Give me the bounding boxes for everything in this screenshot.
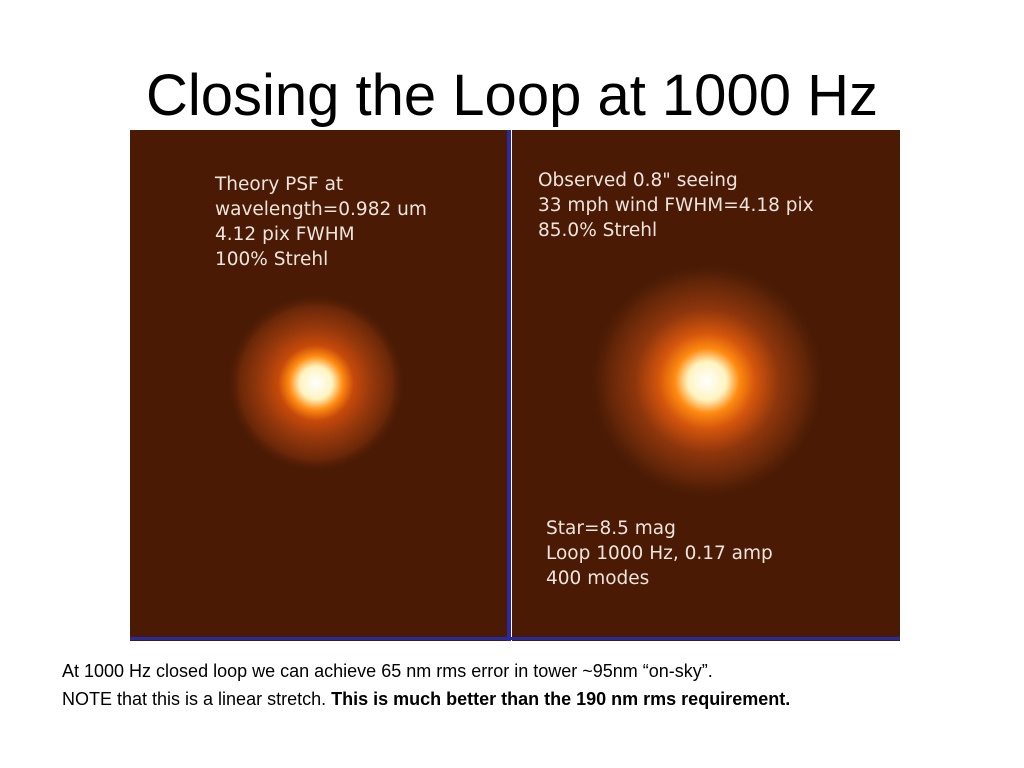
note: At 1000 Hz closed loop we can achieve 65… [62, 660, 962, 682]
slide-title: Closing the Loop at 1000 Hz [146, 63, 878, 128]
panel-text: 4.12 pix FWHM [215, 224, 355, 245]
psf-image: Theory PSF at wavelength=0.982 um 4.12 pix… [130, 130, 900, 641]
panel-text: wavelength=0.982 um [215, 199, 427, 220]
panel-text: Observed 0.8" seeing [538, 170, 738, 191]
panel-text: Star=8.5 mag [546, 518, 676, 539]
note-text: At 1000 Hz closed loop we can achieve 65… [62, 661, 713, 681]
panel-text: Loop 1000 Hz, 0.17 amp [546, 543, 773, 564]
notes: At 1000 Hz closed loop we can achieve 65… [62, 660, 962, 716]
panel-text: 400 modes [546, 568, 649, 589]
panel-text: 85.0% Strehl [538, 220, 657, 241]
panel-text: Theory PSF at [214, 174, 343, 195]
note-text: NOTE that this is a linear stretch. [62, 689, 327, 709]
psf-theory [226, 293, 406, 473]
bottom-border [130, 637, 900, 640]
note-bold: This is much better than the 190 nm rms … [331, 689, 791, 709]
panel-text: 100% Strehl [215, 249, 328, 270]
panel-text: 33 mph wind FWHM=4.18 pix [538, 195, 814, 216]
psf-observed [587, 261, 827, 501]
divider [507, 130, 511, 641]
note: NOTE that this is a linear stretch. This … [62, 688, 962, 710]
